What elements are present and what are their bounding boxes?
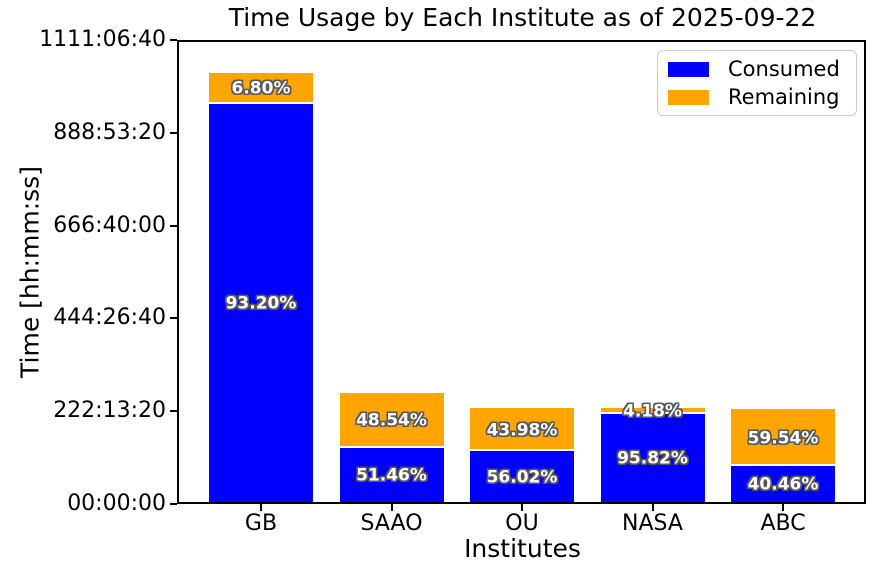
y-axis-label: Time [hh:mm:ss] [15,166,45,378]
remaining-pct-label: 48.54% [356,410,427,431]
y-tick-mark [170,317,177,320]
x-tick-label-saao: SAAO [360,511,423,536]
y-tick-mark [170,224,177,227]
x-tick-mark [651,504,654,511]
bar-segment-remaining-abc [731,408,835,465]
x-tick-label-abc: ABC [760,511,806,536]
bar-segment-consumed-nasa [600,411,705,502]
remaining-pct-label: 4.18% [623,401,682,422]
consumed-pct-label: 93.20% [225,293,297,314]
consumed-pct-label: 40.46% [747,474,819,495]
x-tick-label-nasa: NASA [622,511,683,536]
x-tick-mark [521,504,523,511]
consumed-pct-label: 95.82% [617,448,688,469]
bar-segment-consumed-saao [339,445,444,502]
bar-segment-remaining-gb [209,72,313,102]
x-tick-mark [782,504,784,511]
legend: Consumed Remaining [657,50,857,116]
y-tick-mark [170,131,177,134]
y-tick-label: 666:40:00 [53,212,166,238]
y-tick-label: 222:13:20 [53,398,166,424]
bar-segment-consumed-ou [470,449,574,502]
x-tick-label-ou: OU [505,511,539,536]
x-tick-mark [390,504,393,511]
y-tick-label: 444:26:40 [53,305,166,331]
y-tick-label: 00:00:00 [67,491,166,516]
bar-segment-remaining-nasa [600,407,705,412]
y-tick-label: 888:53:20 [53,119,166,145]
legend-swatch-consumed [668,61,709,77]
legend-label: Remaining [728,84,840,109]
y-tick-mark [170,503,177,505]
remaining-pct-label: 59.54% [747,428,819,449]
bar-segment-remaining-ou [470,408,574,450]
legend-swatch-remaining [668,89,709,105]
y-tick-mark [170,410,177,413]
bar-segment-consumed-gb [209,102,313,502]
x-axis-label: Institutes [464,534,581,563]
x-tick-mark [260,504,262,511]
remaining-pct-label: 6.80% [231,78,291,99]
y-tick-label: 1111:06:40 [39,27,166,52]
y-tick-mark [170,39,177,41]
bar-segment-consumed-abc [731,464,835,502]
chart-title: Time Usage by Each Institute as of 2025-… [228,3,817,32]
consumed-pct-label: 56.02% [486,467,558,488]
remaining-pct-label: 43.98% [486,420,558,441]
legend-label: Consumed [728,56,840,81]
plot-area [177,40,866,504]
legend-entry-consumed: Consumed [668,56,846,81]
consumed-pct-label: 51.46% [356,465,427,486]
x-tick-label-gb: GB [244,511,278,536]
bar-segment-remaining-saao [339,392,444,446]
legend-entry-remaining: Remaining [668,84,846,109]
